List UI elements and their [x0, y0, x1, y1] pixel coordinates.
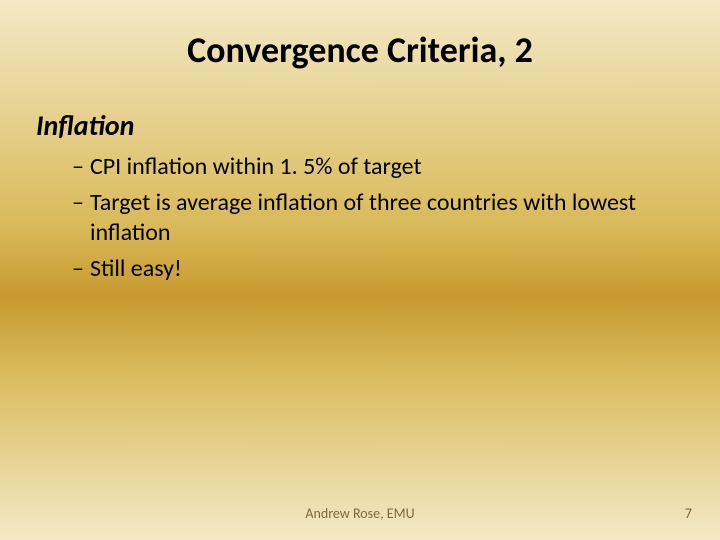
bullet-dash-icon: – — [72, 188, 84, 218]
list-item: – Target is average inflation of three c… — [72, 188, 684, 248]
slide-subheading: Inflation — [36, 108, 134, 143]
footer-author: Andrew Rose, EMU — [0, 505, 720, 522]
bullet-text: Target is average inflation of three cou… — [90, 188, 684, 248]
page-number: 7 — [685, 505, 692, 522]
bullet-list: – CPI inflation within 1. 5% of target –… — [72, 152, 684, 290]
bullet-text: CPI inflation within 1. 5% of target — [90, 152, 684, 182]
list-item: – Still easy! — [72, 254, 684, 284]
slide: Convergence Criteria, 2 Inflation – CPI … — [0, 0, 720, 540]
slide-title: Convergence Criteria, 2 — [0, 28, 720, 72]
bullet-dash-icon: – — [72, 152, 84, 182]
bullet-dash-icon: – — [72, 254, 84, 284]
list-item: – CPI inflation within 1. 5% of target — [72, 152, 684, 182]
bullet-text: Still easy! — [90, 254, 684, 284]
